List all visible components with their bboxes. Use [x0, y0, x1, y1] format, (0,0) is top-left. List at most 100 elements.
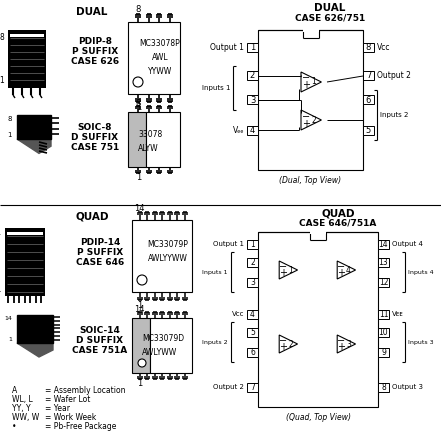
Bar [310, 231, 326, 234]
Bar [7, 232, 43, 235]
Bar [247, 277, 258, 286]
Bar [247, 95, 258, 105]
Text: 11: 11 [379, 310, 388, 319]
Text: 8: 8 [7, 116, 12, 122]
Text: 6: 6 [366, 95, 371, 105]
Text: 14: 14 [134, 304, 145, 313]
Circle shape [137, 275, 147, 285]
Bar [132, 220, 192, 292]
Bar [5, 228, 45, 296]
Text: 1: 1 [137, 378, 142, 388]
Text: 1: 1 [250, 44, 255, 52]
Text: Vᴄᴄ: Vᴄᴄ [232, 311, 244, 317]
Text: CASE 626/751: CASE 626/751 [295, 14, 365, 23]
Text: +: + [280, 342, 288, 352]
Text: −: − [337, 336, 346, 346]
Text: Output 3: Output 3 [392, 384, 423, 390]
Text: 8: 8 [136, 6, 141, 14]
Text: 1: 1 [136, 102, 141, 112]
Text: Output 1: Output 1 [213, 241, 244, 247]
Text: = Work Week: = Work Week [45, 412, 96, 422]
Text: Inputs 2: Inputs 2 [202, 340, 228, 344]
Polygon shape [17, 115, 51, 139]
Text: CASE 646/751A: CASE 646/751A [299, 218, 377, 228]
Bar [363, 72, 374, 81]
Bar [378, 239, 389, 249]
Text: 6: 6 [250, 347, 255, 357]
Text: −: − [337, 262, 346, 272]
Text: 13: 13 [379, 258, 389, 266]
Text: 8: 8 [0, 33, 4, 42]
Text: 5: 5 [250, 327, 255, 337]
Bar [378, 258, 389, 266]
Text: +: + [337, 342, 345, 352]
Text: •: • [12, 422, 16, 430]
Text: 1: 1 [0, 76, 4, 85]
Text: 3: 3 [346, 340, 351, 348]
Text: 8: 8 [366, 44, 371, 52]
Text: 1: 1 [7, 132, 12, 138]
Text: WL, L: WL, L [12, 395, 33, 403]
Bar [258, 30, 363, 170]
Text: AWL: AWL [152, 54, 168, 62]
Text: Output 2: Output 2 [213, 384, 244, 390]
Bar [132, 318, 150, 373]
Text: 14: 14 [134, 204, 145, 212]
Text: Output 4: Output 4 [392, 241, 423, 247]
Text: (Dual, Top View): (Dual, Top View) [280, 176, 342, 184]
Text: CASE 646: CASE 646 [76, 258, 124, 266]
Text: MC33079P: MC33079P [148, 239, 188, 249]
Text: Output 1: Output 1 [210, 44, 244, 52]
Bar [258, 232, 378, 407]
Text: +: + [337, 268, 345, 278]
Text: PDIP-8: PDIP-8 [78, 37, 112, 47]
Bar [378, 347, 389, 357]
Text: 1: 1 [0, 287, 1, 293]
Text: DUAL: DUAL [314, 3, 346, 13]
Text: 3: 3 [250, 277, 255, 286]
Text: −: − [280, 336, 288, 346]
Text: Inputs 2: Inputs 2 [380, 112, 408, 118]
Text: = Pb-Free Package: = Pb-Free Package [45, 422, 116, 430]
Text: CASE 626: CASE 626 [71, 58, 119, 67]
Text: 1: 1 [136, 173, 141, 181]
Text: 10: 10 [379, 327, 389, 337]
Bar [363, 126, 374, 134]
Text: Vᴇᴇ: Vᴇᴇ [392, 311, 404, 317]
Bar [8, 30, 46, 88]
Text: D SUFFIX: D SUFFIX [76, 335, 123, 344]
Text: Inputs 4: Inputs 4 [408, 269, 434, 275]
Bar [247, 72, 258, 81]
Text: 3: 3 [250, 95, 255, 105]
Text: 5: 5 [366, 126, 371, 134]
Bar [363, 44, 374, 52]
Bar [378, 277, 389, 286]
Text: QUAD: QUAD [75, 211, 109, 221]
Text: = Assembly Location: = Assembly Location [45, 385, 126, 395]
Text: Vᴄᴄ: Vᴄᴄ [377, 44, 390, 52]
Text: Inputs 3: Inputs 3 [408, 340, 434, 344]
Bar [247, 126, 258, 134]
Text: CASE 751: CASE 751 [71, 143, 119, 151]
Text: Vₑₑ: Vₑₑ [232, 126, 244, 134]
Bar [378, 382, 389, 392]
Text: (Quad, Top View): (Quad, Top View) [285, 412, 351, 422]
Text: 9: 9 [381, 347, 386, 357]
Text: 2: 2 [250, 258, 255, 266]
Text: 7: 7 [250, 382, 255, 392]
Text: +: + [280, 268, 288, 278]
Text: −: − [302, 112, 310, 122]
Text: 4: 4 [250, 310, 255, 319]
Bar [128, 22, 180, 94]
Bar [378, 310, 389, 319]
Text: SOIC-14: SOIC-14 [79, 326, 120, 334]
Text: P SUFFIX: P SUFFIX [72, 48, 118, 57]
Text: 1: 1 [8, 337, 12, 342]
Text: P SUFFIX: P SUFFIX [77, 248, 123, 256]
Text: ALYW: ALYW [138, 143, 159, 153]
Text: YY, Y: YY, Y [12, 403, 30, 412]
Text: +: + [302, 119, 310, 129]
Text: Inputs 1: Inputs 1 [202, 269, 228, 275]
Text: 4: 4 [250, 126, 255, 134]
Text: 2: 2 [250, 72, 255, 81]
